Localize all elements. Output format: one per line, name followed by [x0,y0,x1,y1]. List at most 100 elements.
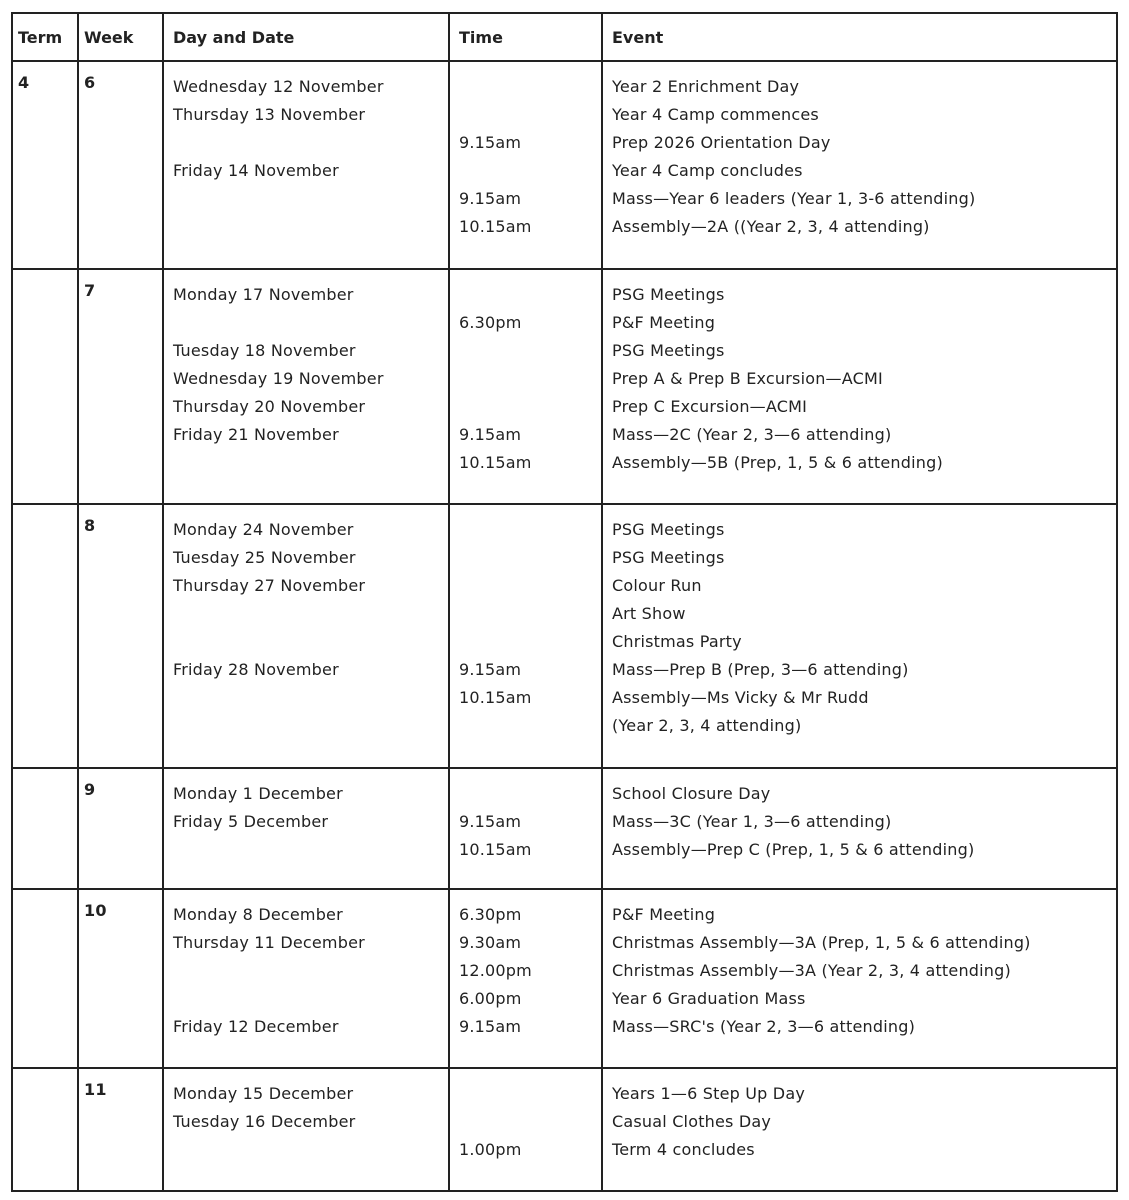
event-line: Assembly—Ms Vicky & Mr Rudd [612,688,869,707]
event-line: Assembly—Prep C (Prep, 1, 5 & 6 attendin… [612,840,975,859]
week-cell: 7 [77,268,164,505]
time-line: 10.15am [459,840,532,859]
event-line: Assembly—2A ((Year 2, 3, 4 attending) [612,217,930,236]
header-time: Time [448,12,603,62]
event-line: Assembly—5B (Prep, 1, 5 & 6 attending) [612,453,943,472]
time-cell: 9.15am 10.15am [448,767,603,890]
time-line [459,73,601,101]
event-line: PSG Meetings [612,285,725,304]
day-date-line: Monday 15 December [173,1084,354,1103]
time-line: 6.30pm [459,313,522,332]
time-line [459,393,601,421]
time-line: 9.30am [459,933,522,952]
day-date-line: Monday 1 December [173,784,343,803]
time-cell: 9.15am 10.15am [448,503,603,769]
day-date-line [173,957,448,985]
time-line [459,780,601,808]
time-line [459,544,601,572]
event-line: Prep A & Prep B Excursion—ACMI [612,369,883,388]
event-line: Years 1—6 Step Up Day [612,1084,806,1103]
day-date-line: Tuesday 18 November [173,341,356,360]
event-line: School Closure Day [612,784,771,803]
event-line: Term 4 concludes [612,1140,755,1159]
day-date-line: Monday 17 November [173,285,354,304]
event-line: Year 4 Camp concludes [612,161,803,180]
day-date-line: Tuesday 25 November [173,548,356,567]
event-line: Mass—Prep B (Prep, 3—6 attending) [612,660,909,679]
header-event: Event [601,12,1118,62]
time-line: 9.15am [459,189,522,208]
week-cell: 9 [77,767,164,890]
event-cell: PSG Meetings PSG Meetings Colour Run Art Sh… [601,503,1118,769]
term-cell [11,503,79,769]
time-line [459,281,601,309]
day-date-line: Monday 24 November [173,520,354,539]
day-date-cell: Monday 15 December Tuesday 16 December [162,1067,450,1192]
week-row: 10 Monday 8 December Thursday 11 December F… [11,888,1118,1069]
term-cell [11,1067,79,1192]
event-line: Colour Run [612,576,702,595]
event-cell: Years 1—6 Step Up Day Casual Clothes Day T… [601,1067,1118,1192]
event-cell: School Closure Day Mass—3C (Year 1, 3—6 a… [601,767,1118,890]
day-date-line [173,600,448,628]
event-line: P&F Meeting [612,313,716,332]
event-line: Prep C Excursion—ACMI [612,397,808,416]
term-cell: 4 [11,60,79,270]
time-line: 9.15am [459,1017,522,1036]
event-line: Christmas Assembly—3A (Prep, 1, 5 & 6 at… [612,933,1031,952]
event-line: Year 4 Camp commences [612,105,819,124]
event-line: Christmas Assembly—3A (Year 2, 3, 4 atte… [612,961,1011,980]
event-cell: P&F Meeting Christmas Assembly—3A (Prep, … [601,888,1118,1069]
time-cell: 6.30pm 9.30am 12.00pm 6.00pm 9.15am [448,888,603,1069]
time-line [459,572,601,600]
day-date-line [173,684,448,712]
event-cell: PSG Meetings P&F Meeting PSG Meetings Prep … [601,268,1118,505]
time-line: 10.15am [459,453,532,472]
day-date-line [173,185,448,213]
time-line [459,628,601,656]
day-date-line: Wednesday 12 November [173,77,384,96]
event-line: Mass—3C (Year 1, 3—6 attending) [612,812,892,831]
term-calendar-table: Term Week Day and Date Time Event 4 6 Wedn… [11,12,1118,1192]
event-line: Casual Clothes Day [612,1112,772,1131]
time-line: 9.15am [459,660,522,679]
event-line: Year 2 Enrichment Day [612,77,800,96]
time-line [459,1108,601,1136]
time-line: 9.15am [459,425,522,444]
week-cell: 8 [77,503,164,769]
time-line [459,1080,601,1108]
week-cell: 10 [77,888,164,1069]
day-date-line: Thursday 11 December [173,933,365,952]
week-row: 4 6 Wednesday 12 November Thursday 13 Novem… [11,60,1118,270]
header-day-and-date: Day and Date [162,12,450,62]
day-date-line: Friday 5 December [173,812,329,831]
event-line: Art Show [612,604,686,623]
day-date-line [173,1136,448,1164]
header-term: Term [11,12,79,62]
event-line: Year 6 Graduation Mass [612,989,806,1008]
header-week: Week [77,12,164,62]
time-line [459,600,601,628]
day-date-cell: Monday 24 November Tuesday 25 November Thu… [162,503,450,769]
day-date-line: Friday 12 December [173,1017,339,1036]
time-line: 6.00pm [459,989,522,1008]
week-row: 7 Monday 17 November Tuesday 18 November We… [11,268,1118,505]
day-date-cell: Wednesday 12 November Thursday 13 Novembe… [162,60,450,270]
event-line: P&F Meeting [612,905,716,924]
event-line: Mass—2C (Year 2, 3—6 attending) [612,425,892,444]
time-cell: 1.00pm [448,1067,603,1192]
day-date-line: Friday 21 November [173,425,339,444]
event-line: (Year 2, 3, 4 attending) [612,716,802,735]
time-line: 12.00pm [459,961,532,980]
event-line: PSG Meetings [612,548,725,567]
term-cell [11,767,79,890]
day-date-line: Thursday 13 November [173,105,366,124]
time-line: 9.15am [459,133,522,152]
day-date-cell: Monday 1 December Friday 5 December [162,767,450,890]
time-line: 1.00pm [459,1140,522,1159]
term-cell [11,268,79,505]
day-date-cell: Monday 8 December Thursday 11 December Fri… [162,888,450,1069]
time-cell: 9.15am 9.15am 10.15am [448,60,603,270]
day-date-line [173,213,448,241]
day-date-line [173,449,448,477]
